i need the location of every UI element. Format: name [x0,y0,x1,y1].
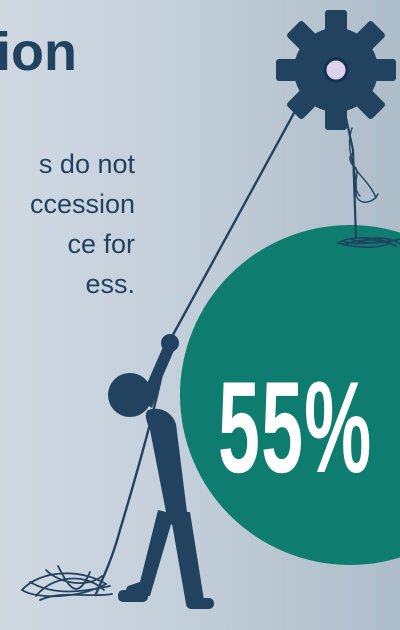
percentage-stat: 55% [218,354,373,500]
rope-trailing [93,343,170,597]
rope-tangle-ground [20,565,113,601]
body-line-4: ess. [85,269,135,299]
body-line-2: ccession [29,189,135,219]
gear-hub [323,57,349,83]
body-line-3: ce for [67,229,135,259]
rope-tangle-top [335,236,400,248]
headline-fragment: ion [0,22,77,82]
gear-icon [276,10,396,130]
rope-icon [166,79,314,345]
stick-figure-icon [108,334,214,609]
boulder-icon [180,225,400,565]
body-paragraph: s do not ccession ce for ess. [0,144,135,304]
body-line-1: s do not [38,149,135,179]
